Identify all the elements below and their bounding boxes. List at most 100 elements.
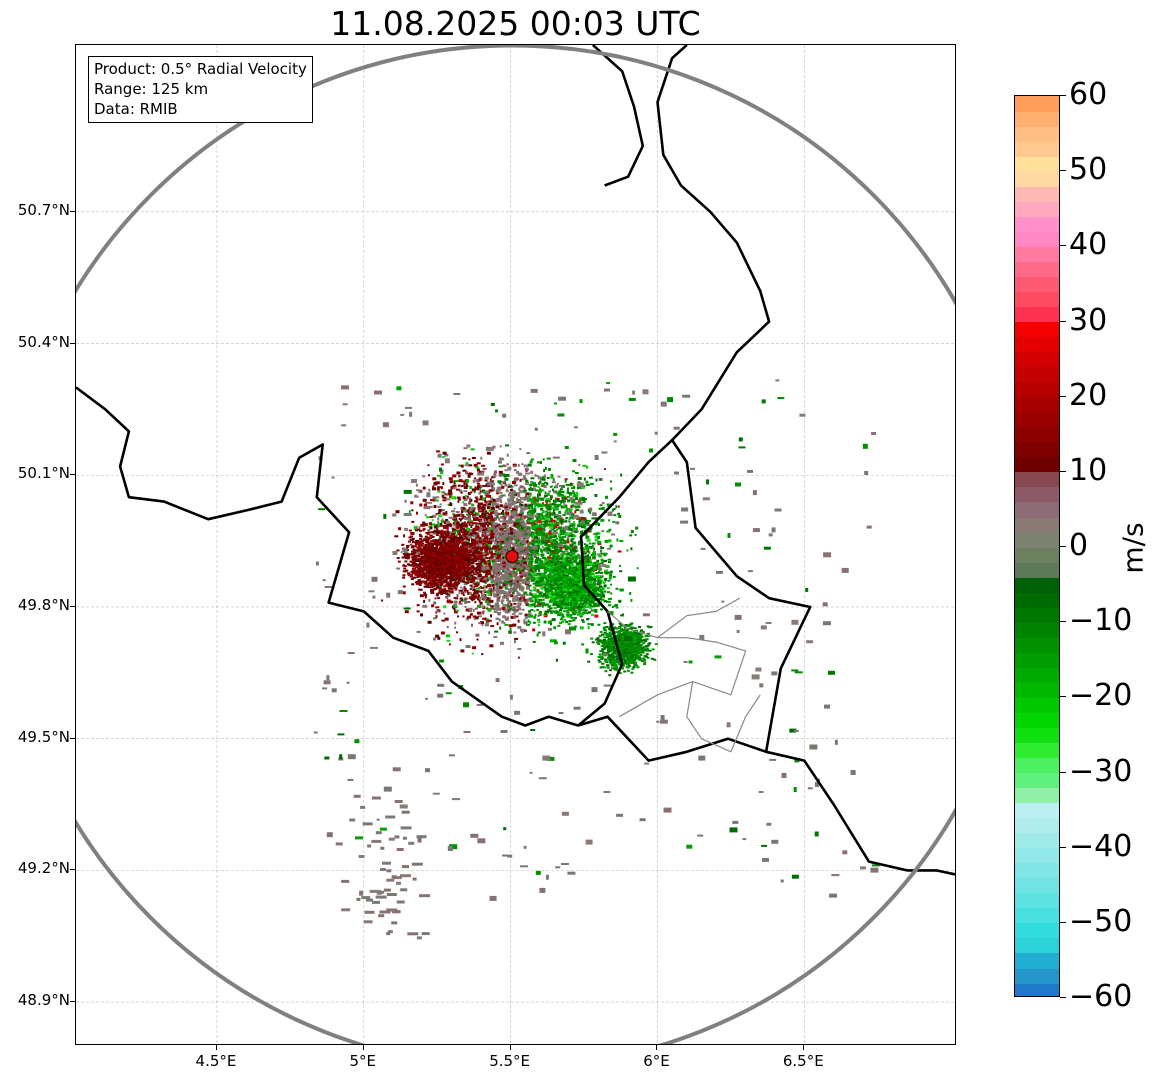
colorbar-tick-mark	[1060, 696, 1066, 698]
graticule	[76, 45, 955, 1044]
colorbar-cell	[1015, 396, 1059, 413]
lon-tick-label: 5.5°E	[489, 1052, 531, 1070]
country-borders	[76, 45, 955, 876]
colorbar-cell	[1015, 411, 1059, 428]
radar-velocity-echoes	[313, 379, 880, 940]
colorbar-cell	[1015, 381, 1059, 398]
lat-tick-mark	[70, 869, 75, 871]
lon-tick-mark	[509, 1045, 511, 1050]
lon-tick-label: 6°E	[643, 1052, 670, 1070]
colorbar-cell	[1015, 937, 1059, 954]
lat-tick-label: 50.4°N	[17, 332, 70, 351]
colorbar-tick-label: 20	[1069, 377, 1108, 413]
colorbar-cell	[1015, 126, 1059, 142]
colorbar-cell	[1015, 562, 1059, 578]
colorbar-cell	[1015, 712, 1059, 728]
map-title: 11.08.2025 00:03 UTC	[330, 4, 701, 43]
colorbar-cell	[1015, 832, 1059, 849]
lat-tick-mark	[70, 342, 75, 344]
colorbar-cell	[1015, 456, 1059, 473]
product-info-box: Product: 0.5° Radial Velocity Range: 125…	[88, 56, 313, 123]
colorbar-cell	[1015, 667, 1059, 683]
colorbar-tick-label: 60	[1069, 77, 1108, 112]
lon-tick-label: 4.5°E	[195, 1052, 237, 1070]
colorbar-cell	[1015, 727, 1059, 744]
lon-tick-label: 5°E	[349, 1052, 377, 1070]
colorbar-cell	[1015, 261, 1059, 277]
country-border	[656, 45, 771, 441]
colorbar-cell	[1015, 952, 1059, 969]
lat-tick-label: 50.7°N	[17, 200, 70, 219]
lat-tick-mark	[70, 737, 75, 739]
country-border	[76, 386, 630, 740]
colorbar-tick-mark	[1060, 846, 1066, 848]
colorbar-cell	[1015, 547, 1059, 563]
colorbar-tick-label: 0	[1069, 528, 1089, 563]
colorbar-cell	[1015, 141, 1059, 157]
colorbar-cell	[1015, 697, 1059, 713]
colorbar-cell	[1015, 742, 1059, 759]
lon-tick-mark	[215, 1045, 217, 1050]
lon-tick-label: 6.5°E	[782, 1052, 824, 1070]
colorbar-cell	[1015, 637, 1059, 653]
velocity-colorbar	[1014, 95, 1060, 997]
colorbar-cell	[1015, 922, 1059, 939]
lat-tick-label: 49.2°N	[17, 859, 70, 878]
range-ring	[76, 45, 955, 1044]
lat-tick-mark	[70, 474, 75, 476]
colorbar-cell	[1015, 171, 1059, 187]
colorbar-cell	[1015, 336, 1059, 353]
colorbar-cell	[1015, 111, 1059, 127]
colorbar-cell	[1015, 577, 1059, 593]
colorbar-tick-label: −10	[1069, 603, 1133, 639]
radar-site-marker[interactable]	[505, 549, 519, 564]
colorbar-cell	[1015, 231, 1059, 247]
colorbar-cell	[1015, 426, 1059, 443]
colorbar-cell	[1015, 321, 1059, 338]
colorbar-tick-label: 40	[1069, 227, 1108, 263]
colorbar-cell	[1015, 862, 1059, 879]
colorbar-tick-mark	[1060, 245, 1066, 247]
colorbar-tick-mark	[1060, 95, 1066, 96]
radar-map[interactable]	[75, 44, 956, 1045]
colorbar-cell	[1015, 847, 1059, 864]
colorbar-cell	[1015, 892, 1059, 909]
colorbar-tick-label: 30	[1069, 302, 1108, 338]
product-label: Product: 0.5° Radial Velocity	[94, 60, 307, 78]
colorbar-tick-label: −50	[1069, 903, 1133, 939]
colorbar-cell	[1015, 817, 1059, 834]
colorbar-cell	[1015, 802, 1059, 819]
colorbar-cell	[1015, 216, 1059, 232]
colorbar-tick-mark	[1060, 621, 1066, 623]
lat-tick-mark	[70, 210, 75, 212]
colorbar-cell	[1015, 982, 1059, 996]
colorbar-cell	[1015, 486, 1059, 503]
colorbar-tick-label: −30	[1069, 753, 1133, 789]
colorbar-tick-mark	[1060, 997, 1066, 998]
colorbar-cell	[1015, 531, 1059, 548]
colorbar-cell	[1015, 201, 1059, 217]
colorbar-cell	[1015, 652, 1059, 668]
radar-map-canvas	[76, 45, 955, 1044]
data-source-label: Data: RMIB	[94, 100, 178, 118]
lat-tick-mark	[70, 1001, 75, 1003]
lat-tick-mark	[70, 605, 75, 607]
lon-tick-mark	[656, 1045, 658, 1050]
country-border	[765, 750, 955, 876]
colorbar-tick-label: −60	[1069, 979, 1133, 1014]
colorbar-cell	[1015, 501, 1059, 518]
colorbar-tick-mark	[1060, 170, 1066, 172]
colorbar-cell	[1015, 291, 1059, 308]
region-border	[657, 597, 740, 639]
colorbar-cell	[1015, 186, 1059, 202]
colorbar-cell	[1015, 96, 1059, 112]
lat-tick-label: 49.5°N	[17, 727, 70, 746]
colorbar-tick-mark	[1060, 546, 1066, 547]
colorbar-tick-label: 50	[1069, 152, 1108, 188]
colorbar-cell	[1015, 441, 1059, 458]
colorbar-cell	[1015, 967, 1059, 984]
colorbar-cell	[1015, 276, 1059, 293]
range-label: Range: 125 km	[94, 80, 209, 98]
country-border	[577, 438, 812, 762]
colorbar-cell	[1015, 772, 1059, 789]
